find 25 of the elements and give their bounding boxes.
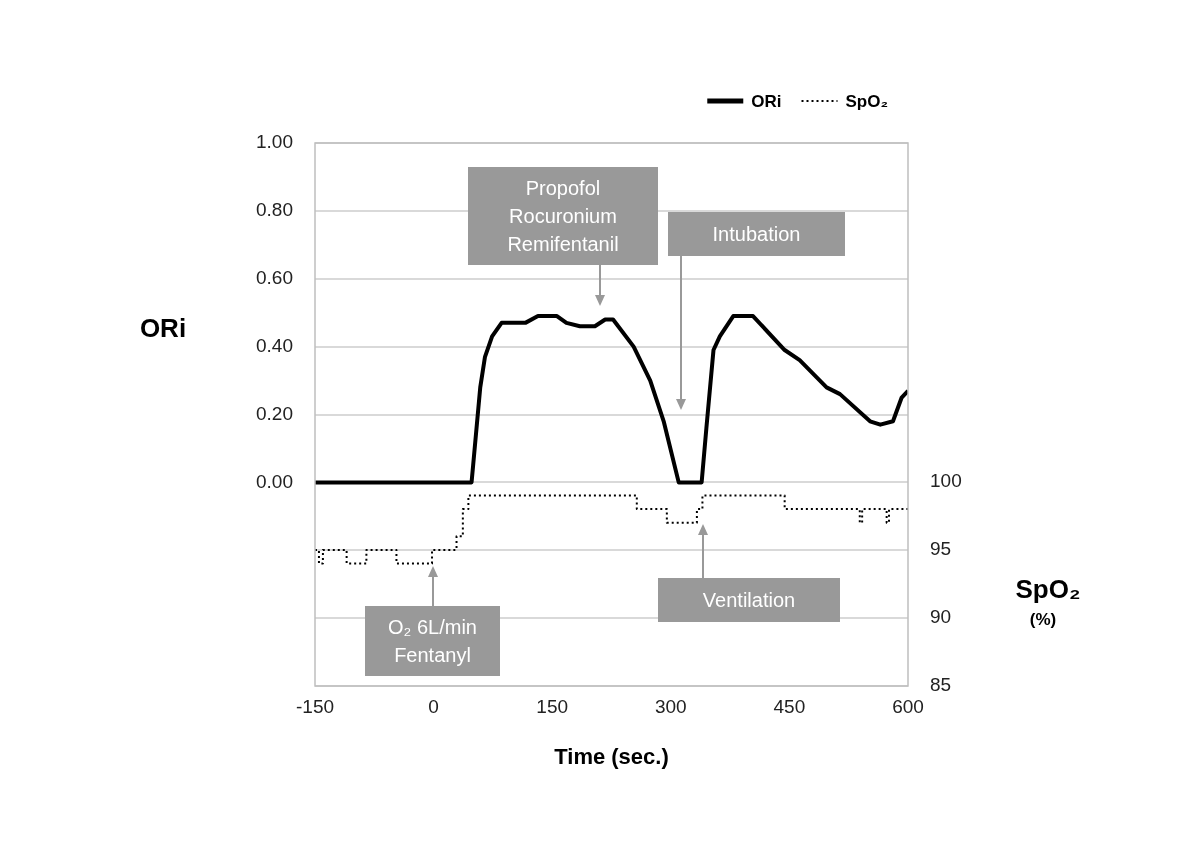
- y-axis-title: ORi: [139, 312, 187, 343]
- x-tick-label: 150: [536, 695, 569, 717]
- y-tick-label: 0.60: [256, 266, 293, 288]
- note-box: Ventilation: [658, 578, 840, 622]
- y-tick-label: 0.80: [256, 199, 293, 221]
- x-tick-label: 300: [654, 695, 687, 717]
- legend-label: SpO₂: [845, 91, 888, 111]
- y-tick-label: 0.20: [256, 402, 293, 424]
- note-box: O₂ 6L/min Fentanyl: [365, 606, 500, 676]
- y-tick-label: 0.00: [256, 470, 293, 492]
- x-tick-label: 600: [892, 695, 924, 717]
- legend-label: ORi: [751, 91, 782, 111]
- y2-tick-label: 95: [930, 538, 952, 560]
- y2-tick-label: 100: [930, 470, 962, 492]
- y2-tick-label: 85: [930, 674, 952, 696]
- y2-tick-label: 90: [930, 606, 952, 628]
- note-box: Propofol Rocuronium Remifentanil: [468, 167, 658, 265]
- x-tick-label: -150: [295, 695, 335, 717]
- x-tick-label: 0: [428, 695, 439, 717]
- y-tick-label: 0.40: [256, 334, 293, 356]
- y-tick-label: 1.00: [256, 131, 293, 153]
- x-tick-label: 450: [773, 695, 806, 717]
- y2-axis-title: SpO₂ (%): [1015, 573, 1081, 630]
- x-axis-title: Time (sec.): [554, 744, 669, 770]
- note-box: Intubation: [668, 212, 845, 256]
